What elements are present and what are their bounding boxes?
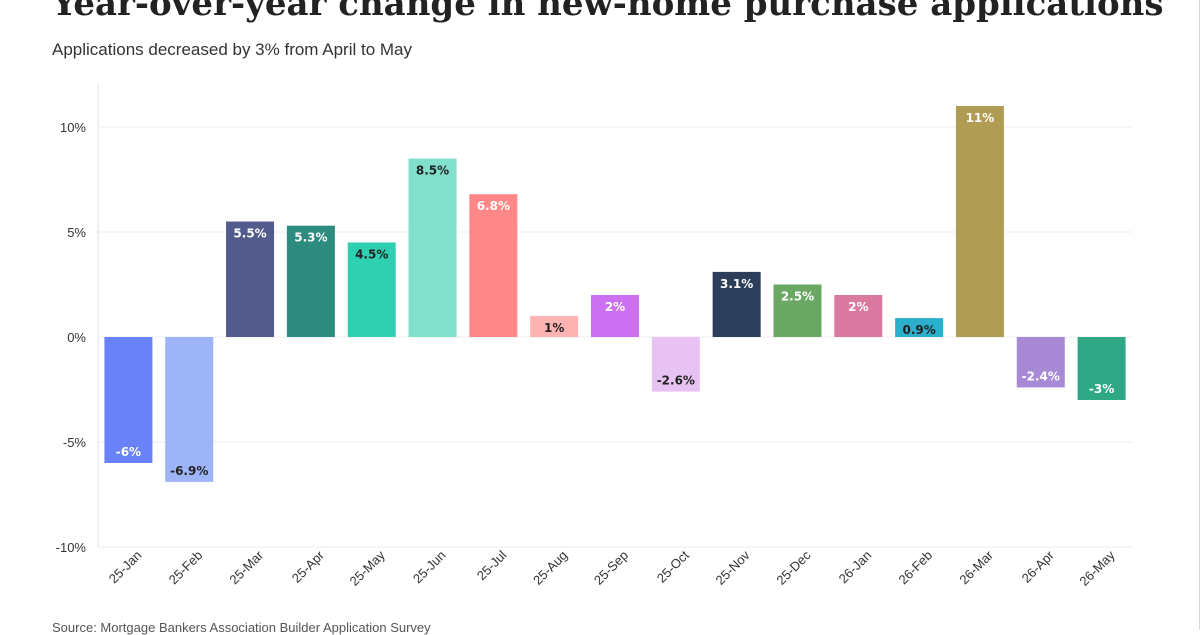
bar-25-Mar [226,221,275,337]
bar-value-label: 11% [966,111,995,125]
chart-source: Source: Mortgage Bankers Association Bui… [52,620,431,635]
bar-value-label: 2% [605,300,625,314]
x-tick-label: 26-May [1076,547,1118,589]
x-tick-label: 25-Nov [713,547,754,588]
x-tick-label: 25-Jun [410,548,449,587]
bar-26-May [1077,337,1126,400]
bar-value-label: 6.8% [477,199,510,213]
bar-25-Jul [469,194,518,337]
bar-value-label: 4.5% [355,248,388,262]
bar-value-label: 8.5% [416,164,449,178]
bar-25-Jan [104,337,153,463]
y-tick-label: -5% [63,435,87,450]
y-tick-label: 5% [67,225,86,240]
y-axis-ticks: 10% 5% 0% -5% -10% [56,120,87,555]
bar-value-label: -3% [1089,382,1114,396]
bar-value-label: 1% [544,321,564,335]
bar-value-label: 2.5% [781,290,814,304]
x-tick-label: 26-Jan [836,548,875,587]
bar-value-label: -2.6% [657,374,695,388]
bar-25-Dec [773,284,822,337]
bar-25-Jun [408,158,457,337]
x-tick-label: 25-Aug [530,548,570,588]
x-tick-label: 25-Apr [289,547,328,586]
x-tick-label: 25-Oct [654,547,692,585]
x-tick-label: 25-Feb [166,548,206,588]
chart-subtitle: Applications decreased by 3% from April … [52,40,413,59]
bar-value-label: 2% [848,300,868,314]
bar-25-Aug [530,316,579,337]
y-tick-label: 0% [67,330,86,345]
bar-value-label: 0.9% [902,323,935,337]
y-tick-label: -10% [56,540,87,555]
bar-25-May [347,242,396,337]
x-tick-label: 26-Feb [895,548,935,588]
bar-value-label: -6% [116,445,141,459]
y-tick-label: 10% [60,120,86,135]
x-tick-label: 25-May [347,547,389,589]
bar-26-Jan [834,295,883,337]
bar-value-label: 3.1% [720,277,753,291]
bar-25-Oct [651,337,700,392]
bar-26-Mar [955,106,1004,337]
x-tick-label: 25-Mar [226,547,266,587]
bar-value-label: -6.9% [170,464,208,478]
bar-26-Feb [895,318,944,337]
bar-26-Apr [1016,337,1065,388]
bar-25-Feb [165,337,214,482]
bar-value-label: 5.3% [294,231,327,245]
x-tick-label: 26-Mar [956,547,996,587]
x-tick-label: 25-Sep [591,548,631,588]
bar-value-label: -2.4% [1022,369,1060,383]
x-tick-label: 25-Jan [106,548,145,587]
x-axis-ticks: 25-Jan 25-Feb 25-Mar 25-Apr 25-May 25-Jun 25-J… [106,547,1118,589]
bar-25-Apr [286,225,335,337]
x-tick-label: 25-Dec [773,547,814,588]
bar-value-label: 5.5% [233,227,266,241]
x-tick-label: 26-Apr [1019,547,1058,586]
bar-25-Sep [591,295,639,337]
bars-layer [104,106,1126,482]
x-tick-label: 25-Jul [474,547,510,583]
bar-labels-layer: -6% -6.9% 5.5% 5.3% 4.5% 8.5% 6.8% 1% 2% -2.6% 3.1… [116,111,1115,478]
chart-title: Year-over-year change in new-home purcha… [52,0,1164,24]
bar-25-Nov [712,271,761,337]
